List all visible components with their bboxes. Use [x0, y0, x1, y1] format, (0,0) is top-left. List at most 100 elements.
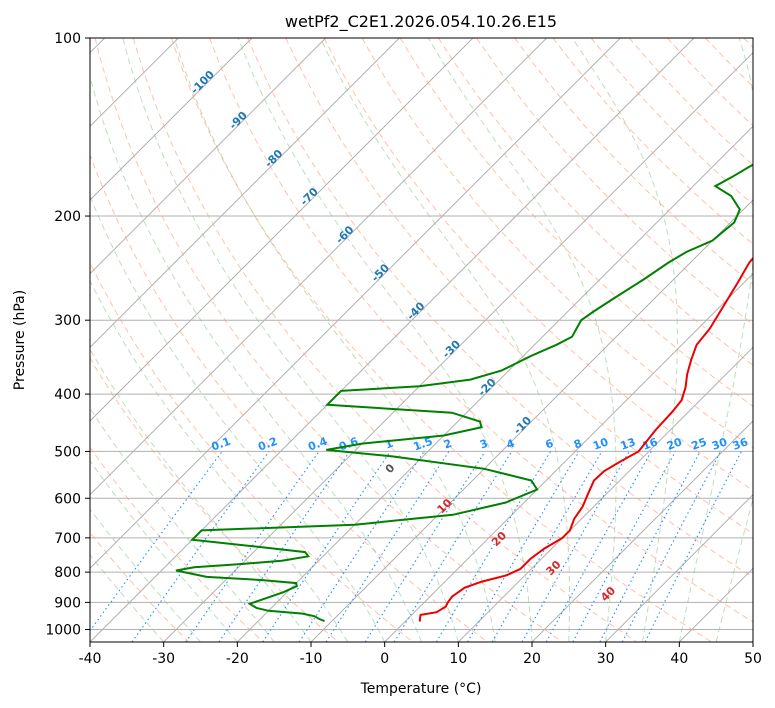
x-tick-label: 30 — [597, 651, 615, 667]
mixing-ratio-label: 3 — [478, 437, 490, 452]
moist-adiabat-label: 0 — [383, 461, 398, 476]
isotherm-line — [90, 38, 400, 349]
isotherm-line — [605, 493, 753, 642]
moist-adiabat-line — [90, 508, 201, 642]
mixing-ratio-label: 25 — [690, 435, 709, 452]
isotherm-label: -80 — [262, 147, 285, 170]
y-tick-label: 200 — [54, 209, 81, 225]
mixing-ratio-line — [599, 451, 701, 642]
mixing-ratio-line — [545, 451, 652, 642]
isotherm-line — [90, 38, 548, 496]
mixing-ratio-line — [90, 451, 223, 632]
mixing-ratio-label: 1 — [383, 437, 395, 452]
mixing-ratio-line — [131, 451, 270, 642]
moist-adiabat-line — [427, 38, 617, 642]
dry-adiabat-line — [323, 38, 753, 492]
y-tick-label: 500 — [54, 444, 81, 460]
dry-adiabat-line — [705, 38, 753, 88]
dewpoint-profile — [175, 163, 753, 623]
dry-adiabat-line — [209, 38, 753, 623]
dry-adiabat-line — [590, 38, 753, 206]
mixing-ratio-label: 13 — [619, 435, 638, 452]
mixing-ratio-line — [262, 451, 391, 642]
mixing-ratio-label: 8 — [572, 437, 584, 452]
moist-adiabat-label: 20 — [489, 529, 509, 549]
mixing-ratio-label: 2 — [442, 437, 454, 452]
isotherm-line — [752, 641, 753, 642]
dry-adiabat-line — [667, 38, 753, 127]
y-tick-label: 900 — [54, 595, 81, 611]
isotherm-line — [678, 567, 753, 642]
moist-adiabat-label: 30 — [544, 558, 564, 578]
isotherm-line — [531, 420, 753, 642]
moist-adiabat-line — [173, 38, 496, 642]
dry-adiabat-line — [94, 38, 563, 642]
x-tick-label: -20 — [226, 651, 249, 667]
isotherm-label: -70 — [298, 185, 321, 208]
isotherm-label: -30 — [440, 337, 463, 360]
x-tick-label: 20 — [523, 651, 541, 667]
x-tick-label: -30 — [152, 651, 175, 667]
mixing-ratio-line — [393, 451, 513, 642]
dry-adiabat-line — [285, 38, 753, 535]
x-tick-label: 10 — [449, 651, 467, 667]
isotherm-label: -10 — [511, 414, 534, 437]
isotherm-label: -50 — [369, 261, 392, 284]
background-lines — [90, 38, 753, 642]
moist-adiabat-line — [752, 640, 753, 642]
mixing-ratio-label: 4 — [505, 437, 517, 452]
x-tick-label: -40 — [79, 651, 102, 667]
mixing-ratio-line — [325, 451, 450, 642]
dry-adiabat-line — [90, 531, 190, 642]
y-axis-label: Pressure (hPa) — [12, 290, 28, 390]
mixing-ratio-line — [521, 451, 630, 642]
y-tick-label: 100 — [54, 31, 81, 47]
x-tick-label: 40 — [670, 651, 688, 667]
dry-adiabat-line — [132, 38, 638, 642]
isotherm-label: -60 — [333, 223, 356, 246]
y-tick-label: 700 — [54, 531, 81, 547]
dry-adiabat-line — [437, 38, 753, 366]
isotherm-label: -20 — [475, 375, 498, 398]
mixing-ratio-line — [298, 451, 425, 642]
x-axis-label: Temperature (°C) — [360, 681, 482, 697]
isotherm-line — [90, 38, 474, 422]
y-tick-label: 600 — [54, 491, 81, 507]
x-tick-label: -10 — [300, 651, 323, 667]
isotherm-line — [163, 51, 753, 642]
plot-frame — [89, 37, 754, 643]
y-tick-label: 800 — [54, 565, 81, 581]
mixing-ratio-label: 0.1 — [210, 435, 233, 454]
x-axis: -40 -30 -20 -10 0 10 20 30 40 50 — [79, 642, 762, 667]
y-tick-label: 1000 — [45, 622, 81, 638]
mixing-ratio-label: 10 — [591, 435, 610, 453]
x-tick-label: 0 — [380, 651, 389, 667]
dry-adiabat-line — [476, 38, 753, 326]
isotherm-line — [90, 38, 327, 275]
mixing-ratio-line — [218, 451, 351, 642]
mixing-ratio-line — [572, 451, 676, 642]
moist-adiabat-line — [571, 38, 678, 642]
dry-adiabat-line — [90, 446, 264, 642]
moist-adiabat-label: 40 — [598, 584, 618, 604]
moist-adiabat-line — [678, 38, 753, 642]
dry-adiabat-line — [743, 38, 753, 49]
isotherm-label: -90 — [227, 109, 250, 132]
profiles — [175, 163, 753, 623]
temperature-profile — [418, 256, 753, 622]
dry-adiabat-line — [90, 357, 339, 642]
moist-adiabat-line — [90, 74, 422, 642]
y-tick-label: 400 — [54, 387, 81, 403]
chart-title: wetPf2_C2E1.2026.054.10.26.E15 — [285, 12, 557, 32]
x-tick-label: 50 — [744, 651, 762, 667]
dry-adiabat-line — [552, 38, 753, 245]
moist-adiabat-line — [90, 348, 312, 642]
mixing-ratio-label: 20 — [665, 435, 684, 453]
mixing-ratio-label: 0.2 — [256, 435, 279, 454]
mixing-ratio-label: 16 — [641, 435, 660, 453]
moist-adiabat-line — [715, 497, 753, 642]
dry-adiabat-line — [247, 38, 753, 578]
moist-adiabat-line — [122, 38, 459, 642]
moist-adiabat-label: 10 — [435, 496, 455, 516]
